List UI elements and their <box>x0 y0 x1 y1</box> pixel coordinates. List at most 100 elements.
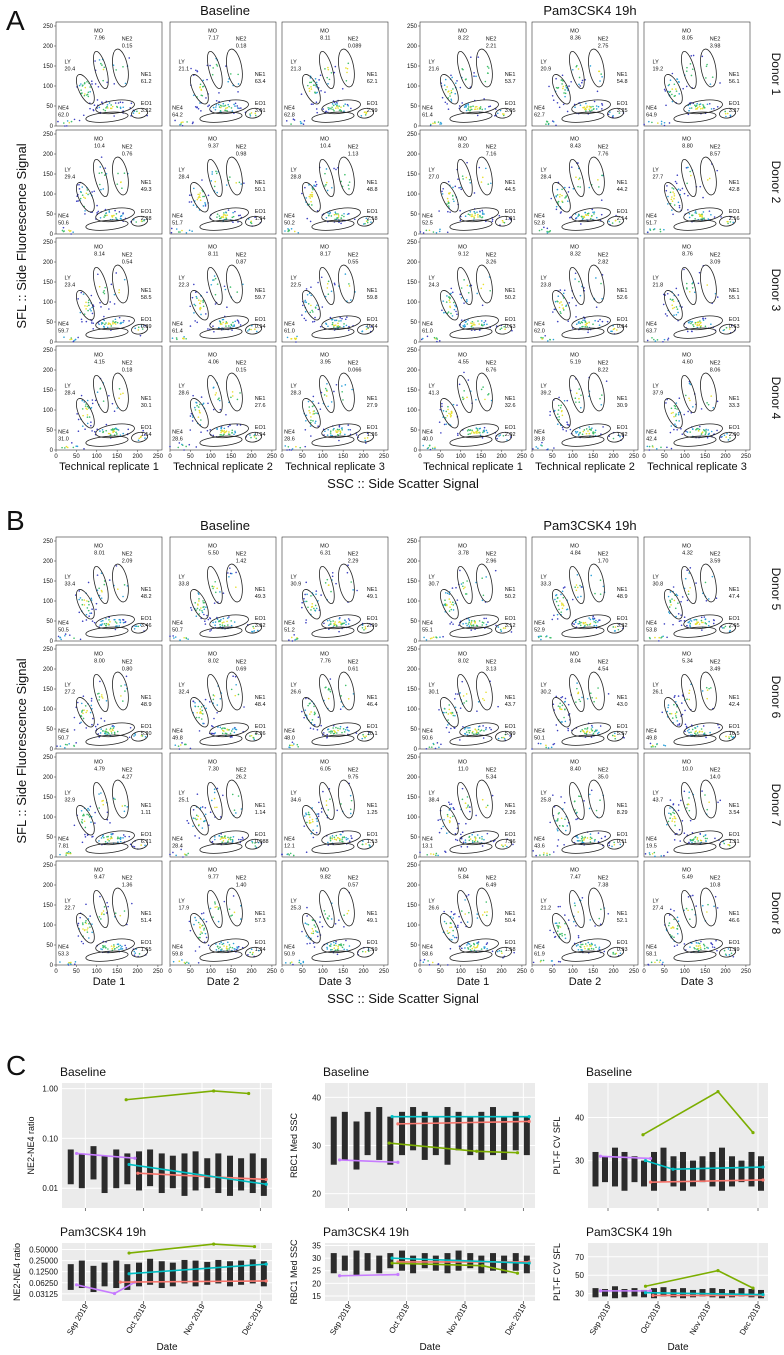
event-dot <box>339 430 342 432</box>
event-dot <box>320 276 323 279</box>
event-dot <box>700 408 703 410</box>
event-dot <box>304 593 306 596</box>
gate-value: 0.84 <box>617 324 628 330</box>
event-dot <box>82 717 85 720</box>
gate <box>319 158 335 198</box>
event-dot <box>675 182 678 185</box>
event-dot <box>103 836 105 839</box>
event-dot <box>600 73 603 75</box>
event-dot <box>327 428 329 431</box>
event-dot <box>208 104 211 107</box>
event-dot <box>560 410 563 413</box>
event-dot <box>564 720 567 723</box>
event-dot <box>663 228 665 231</box>
event-dot <box>239 392 241 394</box>
event-dot <box>564 818 566 821</box>
event-dot <box>462 841 465 844</box>
event-dot <box>331 835 334 837</box>
event-dot <box>339 433 341 435</box>
event-dot <box>559 706 561 708</box>
event-dot <box>87 807 89 810</box>
gate-name: LY <box>64 683 71 689</box>
gate <box>338 372 355 412</box>
event-dot <box>75 200 78 203</box>
event-dot <box>216 587 218 590</box>
event-dot <box>97 210 100 213</box>
event-dot <box>461 68 463 70</box>
event-dot <box>448 299 451 302</box>
event-dot <box>556 618 559 620</box>
event-dot <box>314 91 316 94</box>
event-dot <box>663 338 666 341</box>
event-dot <box>481 624 484 626</box>
gate-name: NE1 <box>141 803 152 809</box>
event-dot <box>669 298 672 301</box>
event-dot <box>306 293 309 296</box>
event-dot <box>473 322 475 324</box>
event-dot <box>590 736 593 738</box>
event-dot <box>105 429 108 432</box>
gate <box>571 315 611 331</box>
event-dot <box>253 627 255 630</box>
event-dot <box>434 446 436 449</box>
event-dot <box>726 432 728 435</box>
event-dot <box>612 626 615 628</box>
event-dot <box>290 636 293 639</box>
event-dot <box>476 730 478 732</box>
event-dot <box>99 216 102 219</box>
gate-value: 1.14 <box>255 810 266 816</box>
event-dot <box>312 413 314 415</box>
gate-value: 0.088 <box>255 839 269 845</box>
event-dot <box>310 86 312 88</box>
gate <box>93 565 109 605</box>
event-dot <box>333 427 335 430</box>
gate-name: MO <box>682 136 692 142</box>
event-dot <box>90 704 93 707</box>
event-dot <box>708 210 711 212</box>
event-dot <box>561 74 564 77</box>
event-dot <box>451 315 454 317</box>
event-dot <box>307 400 310 403</box>
event-dot <box>108 579 111 581</box>
event-dot <box>227 425 230 428</box>
gate-name: EO1 <box>729 724 740 730</box>
event-dot <box>119 101 122 104</box>
gate-name: MO <box>320 651 330 657</box>
gate-value: 40.0 <box>422 436 433 442</box>
event-dot <box>585 432 588 435</box>
event-dot <box>330 590 332 593</box>
event-dot <box>96 589 99 592</box>
event-dot <box>676 408 678 410</box>
event-dot <box>310 416 312 418</box>
event-dot <box>116 625 118 627</box>
gate-value: 2.09 <box>122 559 133 565</box>
event-dot <box>444 78 447 81</box>
event-dot <box>464 586 466 588</box>
event-dot <box>568 85 570 87</box>
gate <box>319 266 335 306</box>
gate <box>571 722 611 738</box>
event-dot <box>452 88 454 90</box>
event-dot <box>220 431 222 434</box>
event-dot <box>122 106 125 109</box>
gate-name: NE4 <box>646 728 657 734</box>
event-dot <box>584 624 586 627</box>
gate-value: 50.2 <box>284 220 295 226</box>
event-dot <box>729 221 732 223</box>
event-dot <box>654 745 657 748</box>
event-dot <box>79 311 82 314</box>
gate-name: LY <box>540 168 547 174</box>
event-dot <box>689 320 691 323</box>
y-tick-label: 150 <box>43 280 54 286</box>
event-dot <box>576 682 578 684</box>
event-dot <box>457 434 459 437</box>
event-dot <box>109 822 111 824</box>
event-dot <box>75 445 78 448</box>
event-dot <box>229 73 232 75</box>
event-dot <box>229 567 231 569</box>
event-dot <box>432 743 435 746</box>
event-dot <box>585 428 588 430</box>
event-dot <box>502 627 505 629</box>
x-tick-label: 200 <box>721 454 732 460</box>
event-dot <box>102 803 105 806</box>
